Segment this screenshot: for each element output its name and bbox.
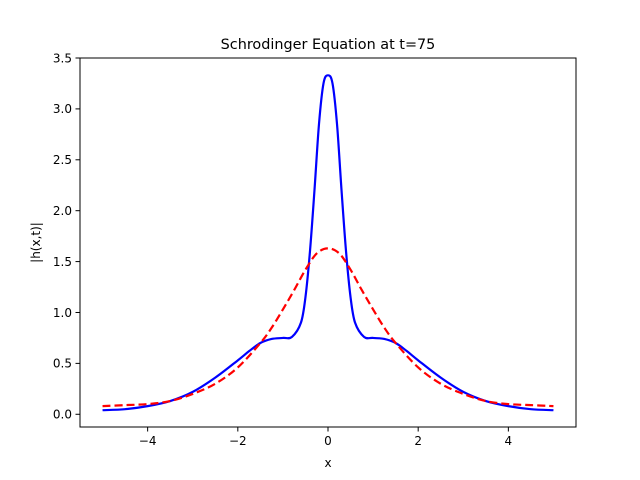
x-tick-label: 0 bbox=[324, 434, 332, 448]
x-tick-label: −4 bbox=[139, 434, 157, 448]
x-tick-label: 2 bbox=[414, 434, 422, 448]
x-axis: −4 −2 0 2 4 bbox=[139, 427, 512, 448]
y-tick-label: 3.5 bbox=[53, 51, 72, 65]
y-tick-label: 0.0 bbox=[53, 408, 72, 422]
chart-title: Schrodinger Equation at t=75 bbox=[221, 37, 436, 53]
y-tick-label: 0.5 bbox=[53, 357, 72, 371]
y-tick-label: 3.0 bbox=[53, 102, 72, 116]
y-tick-label: 2.0 bbox=[53, 204, 72, 218]
y-axis: 0.0 0.5 1.0 1.5 2.0 2.5 3.0 3.5 bbox=[53, 51, 80, 422]
x-tick-label: −2 bbox=[229, 434, 247, 448]
y-tick-label: 1.0 bbox=[53, 306, 72, 320]
y-tick-label: 2.5 bbox=[53, 153, 72, 167]
series-line-dashed bbox=[102, 247, 554, 408]
series-line-solid bbox=[102, 74, 554, 412]
y-tick-label: 1.5 bbox=[53, 255, 72, 269]
x-axis-label: x bbox=[324, 456, 331, 470]
x-tick-label: 4 bbox=[505, 434, 513, 448]
y-axis-label: |h(x,t)| bbox=[29, 222, 43, 263]
series-layer bbox=[102, 74, 554, 412]
